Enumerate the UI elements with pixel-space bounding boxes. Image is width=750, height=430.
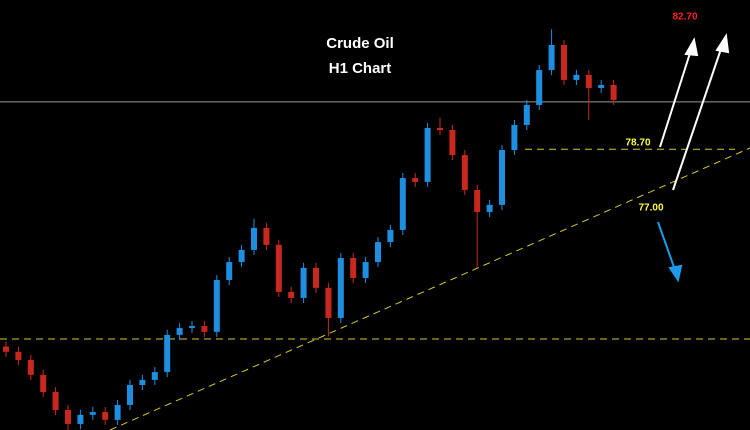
candle-body (523, 104, 530, 125)
candle-body (375, 242, 381, 263)
candle-body (27, 359, 34, 375)
candle-body (598, 84, 605, 89)
arrow-head (684, 37, 699, 57)
candle-body (89, 412, 96, 415)
candle-body (3, 346, 9, 352)
candle-body (313, 267, 319, 288)
candle-body (561, 45, 567, 80)
candle-body (399, 178, 406, 230)
candle-body (362, 262, 369, 278)
arrows (659, 33, 730, 191)
candle-body (387, 229, 394, 243)
candle-body (499, 149, 505, 205)
candle-body (139, 379, 146, 385)
candle-body (263, 227, 270, 245)
candle-body (511, 124, 518, 150)
candle-body (127, 384, 133, 405)
candle-body (573, 74, 580, 80)
candle-body (461, 155, 468, 190)
candle-body (288, 291, 295, 298)
candle-body (226, 262, 233, 281)
candle-body (15, 351, 22, 360)
candle-body (201, 326, 208, 332)
arrow-head (715, 33, 730, 54)
arrow-head (668, 264, 683, 283)
candle-body (536, 70, 543, 105)
annotation-label: 78.70 (625, 138, 650, 149)
candle-body (151, 372, 158, 380)
candle-body (437, 127, 443, 131)
candle-body (610, 84, 617, 100)
candle-body (337, 258, 344, 318)
arrow (657, 221, 676, 271)
annotation-label: 77.00 (638, 203, 663, 214)
chart-subtitle: H1 Chart (329, 60, 392, 77)
arrow (672, 45, 723, 191)
candle-body (585, 74, 592, 89)
candle-body (176, 328, 183, 335)
candle-body (164, 334, 171, 373)
candle-body (189, 326, 195, 329)
candle-body (52, 392, 59, 411)
candle-body (102, 412, 109, 420)
chart-title: Crude Oil (326, 35, 394, 52)
candle-body (486, 204, 493, 212)
arrow (659, 49, 692, 148)
candle-body (65, 410, 71, 424)
plot (0, 29, 750, 430)
candle-body (238, 249, 245, 263)
candle-body (114, 404, 121, 420)
arrow-down (657, 221, 683, 283)
candle-body (412, 178, 419, 182)
candle-body (474, 189, 481, 212)
annotation-label: 82.70 (672, 12, 697, 23)
candle-body (350, 258, 357, 278)
candle-body (40, 374, 47, 393)
candle-body (300, 267, 307, 298)
candle-body (251, 227, 257, 250)
candle-body (325, 287, 332, 318)
candle-body (548, 45, 555, 71)
candle-body (275, 244, 282, 292)
candle-body (77, 414, 84, 424)
candle-body (213, 280, 220, 332)
trendline (109, 147, 750, 430)
candle-body (449, 130, 456, 156)
candle-body (424, 127, 431, 182)
